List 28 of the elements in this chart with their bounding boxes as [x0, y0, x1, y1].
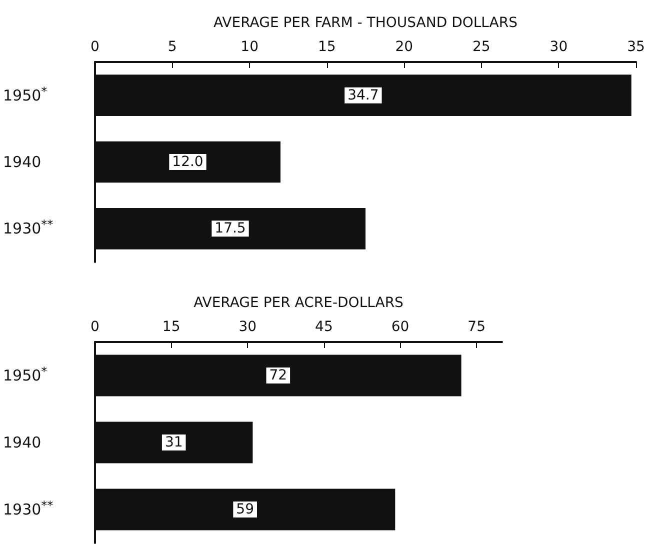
data-label: 17.5	[214, 220, 246, 237]
data-label: 34.7	[348, 87, 379, 104]
x-tick-label: 10	[240, 39, 258, 55]
x-tick-label: 15	[318, 39, 336, 55]
y-tick-label: 1930**	[3, 498, 54, 518]
y-tick-label: 1940	[3, 153, 42, 171]
x-tick-label: 25	[472, 39, 490, 55]
x-tick-label: 0	[90, 319, 100, 335]
x-axis-title: AVERAGE PER ACRE-DOLLARS	[194, 295, 404, 311]
x-tick-label: 15	[162, 319, 180, 335]
y-tick-label: 1950*	[3, 364, 48, 384]
y-tick-label: 1930**	[3, 218, 54, 238]
x-tick-label: 60	[391, 319, 410, 335]
data-label: 31	[164, 434, 183, 450]
x-tick-label: 30	[550, 39, 568, 55]
x-tick-label: 35	[627, 39, 645, 55]
data-label: 59	[236, 502, 254, 518]
x-tick-label: 75	[468, 319, 486, 335]
y-tick-label: 1950*	[3, 84, 48, 104]
x-tick-label: 45	[315, 319, 333, 335]
x-axis-title: AVERAGE PER FARM - THOUSAND DOLLARS	[214, 15, 518, 31]
x-tick-label: 20	[395, 39, 414, 55]
data-label: 72	[269, 368, 288, 384]
x-tick-label: 5	[168, 39, 177, 55]
x-tick-label: 0	[90, 39, 100, 55]
data-label: 12.0	[172, 154, 204, 170]
x-tick-label: 30	[238, 319, 257, 335]
y-tick-label: 1940	[3, 434, 42, 452]
